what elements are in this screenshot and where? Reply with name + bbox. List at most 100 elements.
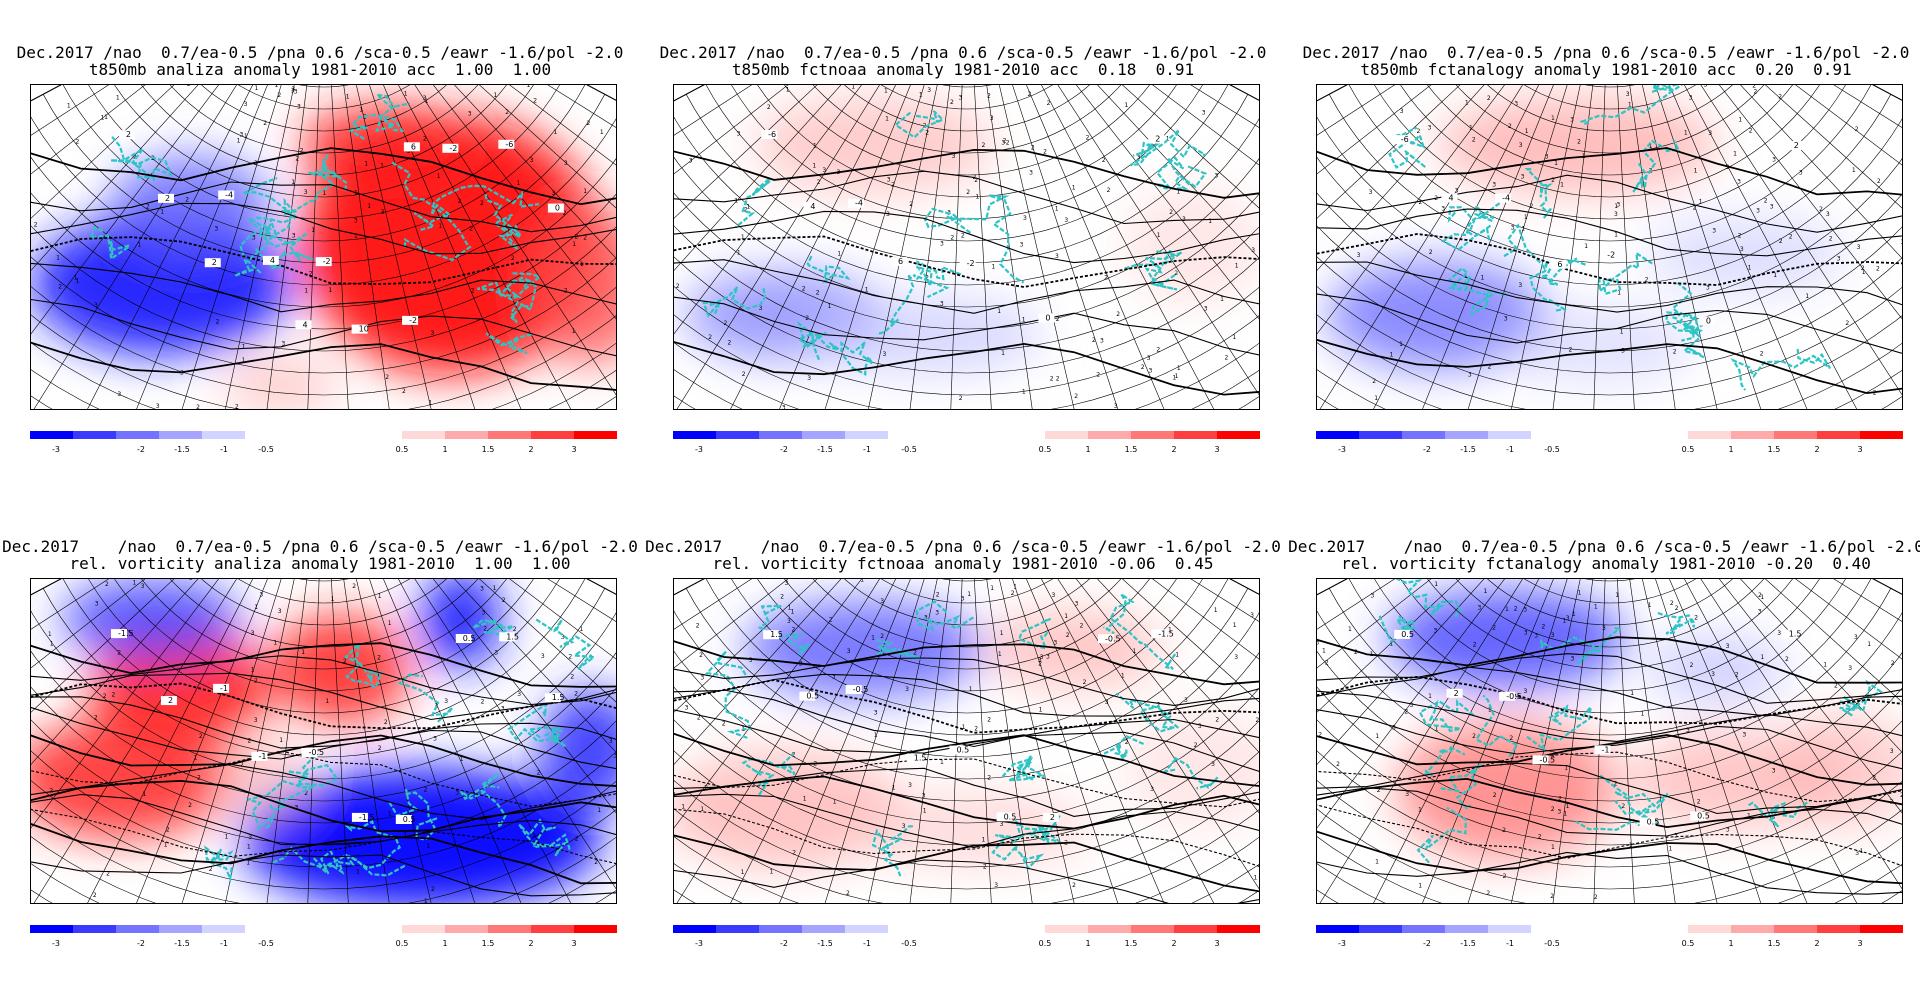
colorbar-neg-box [1402,925,1445,933]
grid-value-mark: 2 [199,733,203,740]
grid-value-mark: 1 [254,604,258,611]
contour-label: 2 [1155,135,1160,144]
grid-value-mark: 2 [1764,198,1768,205]
coastline [876,274,915,336]
grid-value-mark: 3 [1114,403,1118,410]
grid-value-mark: 1 [104,114,108,121]
grid-value-mark: 1 [1629,842,1633,849]
contour-label-bg [845,685,862,695]
contour-label-bg [111,629,128,639]
grid-value-mark: 2 [1493,792,1497,799]
grid-value-mark: 1 [828,303,832,310]
contour-label-bg [1786,141,1803,151]
grid-value-mark: 1 [1022,389,1026,396]
grid-value-mark: 2 [502,597,506,604]
colorbar-label: 1.5 [482,445,495,454]
coastline [1416,806,1467,864]
coastline [1441,202,1501,251]
coastline [535,618,597,670]
grid-value-mark: 1 [301,649,305,656]
grid-value-mark: 2 [1542,624,1546,631]
coastline [1103,734,1145,763]
coastline [1598,250,1653,296]
grid-value-mark: 3 [1064,217,1068,224]
grid-value-mark: 1 [1374,395,1378,402]
colorbar-label: -2 [137,445,145,454]
grid-value-mark: 2 [423,136,427,143]
contour-line [674,775,1259,830]
parallel [1464,85,1756,110]
colorbar-label: -2 [780,445,788,454]
contour-label: -6 [768,130,776,139]
contour-line [674,758,1259,808]
grid-value-mark: 2 [1031,145,1035,152]
contour-label-bg [799,691,816,701]
colorbar-label: 0.5 [1039,939,1052,948]
contour-label-bg [442,143,459,153]
grid-value-mark: 1 [425,98,429,105]
grid-value-mark: 1 [1563,617,1567,624]
grid-value-mark: 3 [1075,601,1079,608]
grid-value-mark: 3 [1602,625,1606,632]
grid-value-mark: 1 [1684,130,1688,137]
grid-value-mark: 3 [468,110,472,117]
grid-value-mark: 3 [1686,727,1690,734]
grid-value-mark: 3 [455,790,459,797]
grid-value-mark: 1 [700,806,704,813]
grid-value-mark: 3 [501,706,505,713]
coastline [1730,348,1831,391]
grid-value-mark: 1 [493,585,497,592]
grid-value-mark: 1 [1428,693,1432,700]
grid-value-mark: 3 [1001,139,1005,146]
grid-value-mark: 1 [1175,373,1179,380]
grid-value-mark: 3 [613,753,617,760]
grid-value-mark: 1 [1484,588,1488,595]
grid-value-mark: 2 [1694,615,1698,622]
grid-value-mark: 2 [575,836,579,843]
grid-value-mark: 1 [323,190,327,197]
grid-value-mark: 1 [237,138,241,145]
grid-value-mark: 2 [1552,752,1556,759]
contour-line [31,236,616,286]
grid-value-mark: 1 [242,357,246,364]
contour-line [1317,734,1902,786]
colorbar-neg-box [1402,431,1445,439]
grid-value-mark: 1 [1235,262,1239,269]
colorbar-pos-box [531,431,574,439]
grid-value-mark: 3 [1726,826,1730,833]
grid-value-mark: 3 [1052,592,1056,599]
grid-value-mark: 1 [1617,290,1621,297]
grid-value-mark: 3 [1519,142,1523,149]
parallel [1484,85,1736,88]
colorbar-label: 0.5 [1682,445,1695,454]
parallel [744,85,1190,198]
contours [1317,636,1902,895]
grid-value-mark: 2 [295,155,299,162]
colorbar-neg-box [1445,431,1488,439]
parallel [62,85,586,242]
coastline [1614,790,1652,819]
coastline [1681,320,1709,359]
grid-value-mark: 3 [961,595,965,602]
anomaly-shading [31,105,616,409]
parallel [1367,579,1853,714]
contour-line [674,259,1259,314]
contour-line [1317,653,1902,704]
grid-value-mark: 1 [1738,116,1742,123]
coastlines [88,93,542,355]
contour-line [674,679,1259,734]
grid-value-mark: 1 [572,241,576,248]
grid-value-mark: 2 [505,109,509,116]
contour-line [1317,636,1902,684]
parallel [1328,94,1892,264]
parallel [744,579,1190,692]
grid-value-mark: 3 [482,610,486,617]
grid-value-mark: 3 [1614,211,1618,218]
grid-value-mark: 1 [48,631,52,638]
anomaly-region [1327,260,1547,370]
contour-line [674,689,1259,748]
anomaly-region [31,215,291,355]
anomaly-region [1387,589,1627,689]
colorbar-neg-box [759,925,802,933]
